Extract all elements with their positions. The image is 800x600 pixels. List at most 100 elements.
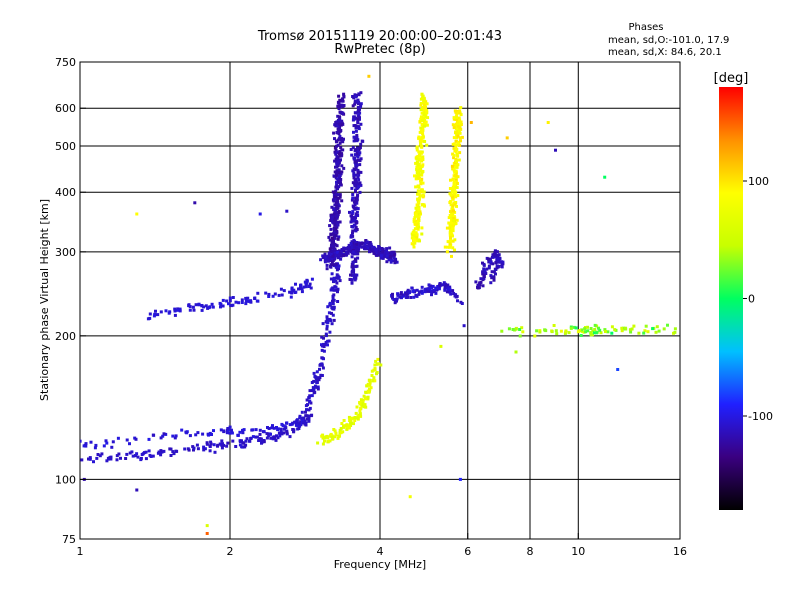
data-point xyxy=(358,159,362,163)
data-point xyxy=(334,189,338,193)
data-point xyxy=(574,326,578,330)
data-point xyxy=(335,183,339,187)
data-point xyxy=(351,231,354,235)
data-point xyxy=(412,229,416,233)
data-point xyxy=(100,452,104,456)
data-point xyxy=(500,329,504,333)
data-point xyxy=(336,206,340,210)
data-point xyxy=(642,331,646,335)
data-point xyxy=(390,294,394,298)
data-point xyxy=(322,349,326,353)
data-point xyxy=(414,185,418,189)
data-point xyxy=(610,325,614,329)
data-point xyxy=(514,350,518,354)
data-point xyxy=(458,477,462,481)
data-point xyxy=(356,252,360,256)
data-point xyxy=(492,270,496,274)
data-point xyxy=(253,297,257,300)
data-point xyxy=(310,277,314,281)
data-point xyxy=(241,431,245,435)
data-point xyxy=(105,459,109,463)
data-point xyxy=(493,267,497,271)
data-point xyxy=(261,440,264,444)
data-point xyxy=(419,126,423,130)
data-point xyxy=(320,344,324,348)
data-point xyxy=(374,250,378,253)
data-point xyxy=(337,179,341,182)
data-point xyxy=(338,118,342,122)
data-point xyxy=(336,124,340,128)
data-point xyxy=(335,180,338,184)
data-point xyxy=(456,194,460,197)
data-point xyxy=(336,290,339,294)
data-point xyxy=(452,182,456,186)
data-point xyxy=(315,379,319,383)
data-point xyxy=(315,376,319,380)
data-point xyxy=(276,427,280,431)
data-point xyxy=(323,260,327,264)
data-point xyxy=(448,245,452,249)
data-point xyxy=(336,300,340,303)
data-point xyxy=(339,431,343,435)
data-point xyxy=(329,213,333,217)
data-point xyxy=(331,294,335,298)
data-point xyxy=(421,193,425,197)
y-tick-label: 500 xyxy=(55,140,76,153)
data-point xyxy=(329,219,333,222)
data-point xyxy=(194,303,198,307)
plot-area: 1 2 4 6 8 10 16 75 100 200 300 400 500 600 750 xyxy=(55,56,687,558)
data-point xyxy=(265,432,269,436)
data-point xyxy=(604,330,607,333)
data-point xyxy=(459,106,463,110)
data-point xyxy=(415,203,419,207)
data-point xyxy=(357,153,361,157)
data-point xyxy=(330,205,334,209)
data-point xyxy=(266,426,269,429)
data-point xyxy=(456,117,460,121)
data-point xyxy=(494,261,498,265)
data-point xyxy=(336,159,340,162)
data-point xyxy=(450,164,454,168)
data-point xyxy=(312,379,316,383)
data-point xyxy=(336,150,339,154)
data-point xyxy=(271,424,274,428)
data-point xyxy=(258,437,262,441)
data-point xyxy=(277,293,281,297)
data-point xyxy=(241,445,245,449)
data-point xyxy=(218,301,222,305)
data-point xyxy=(326,440,330,444)
data-point xyxy=(352,205,355,209)
data-point xyxy=(285,421,289,425)
data-point xyxy=(359,102,363,106)
data-point xyxy=(326,435,330,439)
data-point xyxy=(460,302,464,305)
data-point xyxy=(415,235,419,239)
data-point xyxy=(418,290,422,294)
data-point xyxy=(399,292,403,296)
data-point xyxy=(453,238,457,242)
data-point xyxy=(354,212,358,216)
data-point xyxy=(456,132,459,136)
data-point xyxy=(377,250,381,254)
data-point xyxy=(354,225,358,229)
data-point xyxy=(417,168,421,172)
data-point xyxy=(333,191,337,195)
data-point xyxy=(488,260,492,264)
data-point xyxy=(327,235,331,239)
data-point xyxy=(446,245,450,249)
data-point xyxy=(455,294,459,298)
data-point xyxy=(210,302,214,306)
data-point xyxy=(392,256,396,259)
data-point xyxy=(279,430,283,434)
x-tick-label: 6 xyxy=(464,545,471,558)
data-point xyxy=(546,121,550,124)
data-point xyxy=(256,291,260,295)
data-point xyxy=(490,270,494,274)
data-point xyxy=(359,183,363,187)
data-point xyxy=(418,152,422,156)
data-point xyxy=(586,329,590,333)
data-point xyxy=(418,120,422,123)
data-point xyxy=(454,127,458,130)
data-point xyxy=(227,302,230,306)
data-point xyxy=(454,173,457,177)
